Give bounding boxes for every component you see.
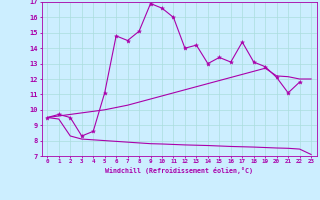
X-axis label: Windchill (Refroidissement éolien,°C): Windchill (Refroidissement éolien,°C) [105, 167, 253, 174]
